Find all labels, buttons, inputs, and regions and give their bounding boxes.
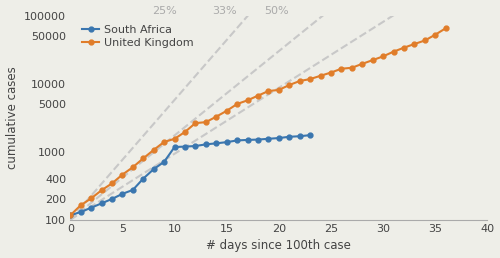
South Africa xyxy=(234,139,240,142)
United Kingdom xyxy=(192,122,198,125)
United Kingdom xyxy=(224,109,230,112)
United Kingdom xyxy=(390,50,396,53)
South Africa xyxy=(276,136,282,140)
United Kingdom xyxy=(307,77,313,80)
United Kingdom xyxy=(412,43,418,46)
United Kingdom xyxy=(318,74,324,77)
South Africa xyxy=(203,143,209,146)
United Kingdom xyxy=(214,115,220,118)
South Africa xyxy=(120,192,126,195)
South Africa xyxy=(182,145,188,148)
South Africa xyxy=(140,177,146,180)
Legend: South Africa, United Kingdom: South Africa, United Kingdom xyxy=(80,23,196,50)
South Africa xyxy=(266,137,272,140)
South Africa xyxy=(161,160,167,163)
United Kingdom xyxy=(161,140,167,143)
South Africa xyxy=(307,134,313,137)
Text: 50%: 50% xyxy=(264,6,289,15)
South Africa xyxy=(150,168,156,171)
Line: South Africa: South Africa xyxy=(68,133,312,218)
X-axis label: # days since 100th case: # days since 100th case xyxy=(206,239,352,252)
United Kingdom xyxy=(349,66,355,69)
United Kingdom xyxy=(88,197,94,200)
United Kingdom xyxy=(98,189,104,192)
South Africa xyxy=(244,138,250,141)
South Africa xyxy=(286,135,292,138)
United Kingdom xyxy=(172,137,177,140)
South Africa xyxy=(68,214,73,217)
United Kingdom xyxy=(234,102,240,106)
United Kingdom xyxy=(380,55,386,58)
United Kingdom xyxy=(244,99,250,102)
South Africa xyxy=(296,135,302,138)
United Kingdom xyxy=(68,214,73,217)
United Kingdom xyxy=(296,79,302,83)
United Kingdom xyxy=(109,182,115,185)
South Africa xyxy=(224,141,230,144)
United Kingdom xyxy=(150,148,156,151)
United Kingdom xyxy=(255,94,261,97)
United Kingdom xyxy=(120,173,126,176)
United Kingdom xyxy=(370,59,376,62)
South Africa xyxy=(172,146,177,149)
United Kingdom xyxy=(276,88,282,92)
United Kingdom xyxy=(266,90,272,93)
United Kingdom xyxy=(432,33,438,36)
United Kingdom xyxy=(130,166,136,169)
South Africa xyxy=(109,197,115,200)
South Africa xyxy=(98,202,104,205)
South Africa xyxy=(255,138,261,141)
United Kingdom xyxy=(78,204,84,207)
United Kingdom xyxy=(401,46,407,49)
United Kingdom xyxy=(442,27,448,30)
South Africa xyxy=(214,142,220,145)
United Kingdom xyxy=(338,67,344,70)
South Africa xyxy=(130,188,136,191)
South Africa xyxy=(192,144,198,148)
United Kingdom xyxy=(328,71,334,74)
United Kingdom xyxy=(286,84,292,87)
United Kingdom xyxy=(140,157,146,160)
Text: 25%: 25% xyxy=(152,6,176,15)
South Africa xyxy=(88,206,94,209)
Line: United Kingdom: United Kingdom xyxy=(68,26,448,218)
Y-axis label: cumulative cases: cumulative cases xyxy=(6,66,18,169)
United Kingdom xyxy=(422,39,428,42)
South Africa xyxy=(78,211,84,214)
United Kingdom xyxy=(203,120,209,124)
Text: 33%: 33% xyxy=(212,6,237,15)
United Kingdom xyxy=(182,130,188,133)
United Kingdom xyxy=(360,62,366,65)
